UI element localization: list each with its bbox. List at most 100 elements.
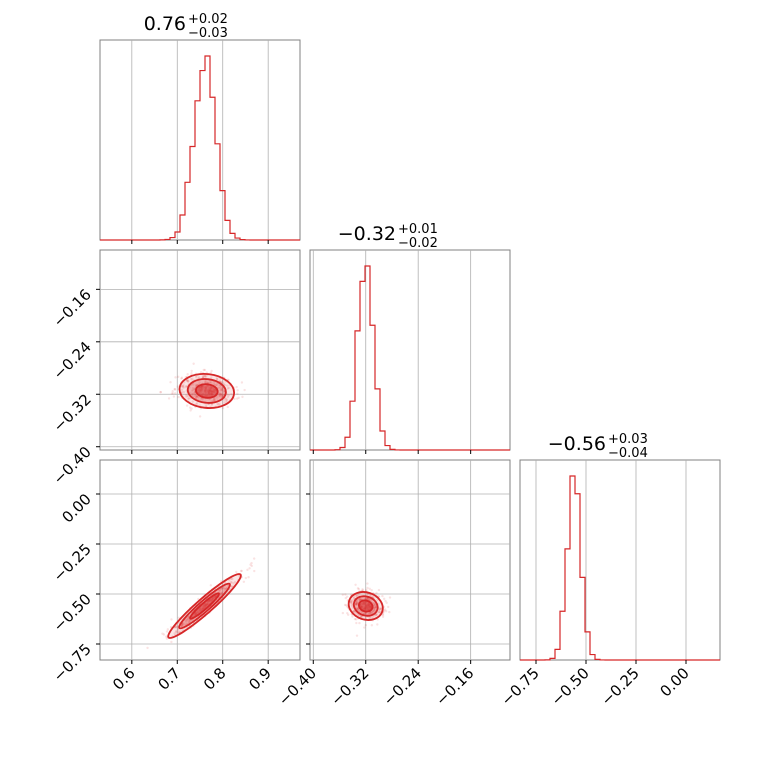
sample-point <box>375 613 379 616</box>
sample-point <box>221 381 224 384</box>
sample-point <box>170 640 173 644</box>
sample-point <box>184 620 187 624</box>
sample-point <box>201 398 204 401</box>
title-upper-1: +0.01 <box>398 222 438 237</box>
sample-point <box>202 368 205 372</box>
sample-point <box>353 610 357 614</box>
sample-point <box>381 615 385 618</box>
sample-point <box>221 406 225 410</box>
sample-point <box>354 601 358 604</box>
sample-point <box>194 392 197 396</box>
sample-point <box>191 400 194 403</box>
sample-point <box>354 603 358 607</box>
sample-point <box>368 598 371 601</box>
sample-point <box>373 606 376 610</box>
sample-point <box>360 615 363 618</box>
sample-point <box>162 633 166 636</box>
sample-point <box>384 599 387 603</box>
sample-point <box>195 376 198 379</box>
sample-point <box>174 630 178 633</box>
sample-point <box>218 402 221 405</box>
sample-point <box>355 601 359 604</box>
sample-point <box>373 603 376 607</box>
sample-point <box>358 621 361 625</box>
sample-point <box>227 386 231 390</box>
sample-point <box>204 380 207 384</box>
hist-frame-1 <box>309 249 511 451</box>
title-lower-2: −0.04 <box>608 446 648 461</box>
sample-point <box>191 377 194 381</box>
sample-point <box>215 377 219 380</box>
sample-point <box>226 384 229 387</box>
sample-point <box>350 598 354 602</box>
sample-point <box>170 618 173 621</box>
sample-point <box>354 618 358 621</box>
sample-point <box>183 623 186 626</box>
sample-point <box>350 600 354 604</box>
sample-point <box>184 384 188 388</box>
sample-point <box>187 397 190 401</box>
sample-point <box>226 405 229 409</box>
sample-point <box>356 602 359 606</box>
sample-point <box>368 616 371 620</box>
sample-point <box>195 394 199 398</box>
sample-point <box>146 646 149 650</box>
sample-point <box>236 392 239 396</box>
sample-point <box>220 592 224 595</box>
sample-point <box>366 597 369 601</box>
sample-point <box>375 591 378 595</box>
sample-point <box>188 619 192 622</box>
sample-point <box>373 609 376 612</box>
sample-point <box>350 603 353 606</box>
sample-point <box>222 390 226 393</box>
sample-point <box>189 391 192 394</box>
sample-point <box>208 380 212 384</box>
x-tick-label: −0.50 <box>548 664 593 709</box>
sample-point <box>223 401 226 404</box>
sample-point <box>215 383 218 387</box>
sample-point <box>387 605 390 609</box>
sample-point <box>246 568 249 572</box>
sample-point <box>192 395 195 398</box>
sample-point <box>248 567 251 570</box>
sample-point <box>230 581 233 584</box>
sample-point <box>358 614 361 617</box>
panel-frame-0-1 <box>99 249 301 451</box>
sample-point <box>361 588 364 591</box>
x-tick-label: −0.16 <box>432 664 477 709</box>
x-tick-label: −0.25 <box>598 664 643 709</box>
sample-point <box>174 376 177 379</box>
sample-point <box>176 630 179 634</box>
sample-point <box>185 395 188 398</box>
sample-point <box>364 623 367 627</box>
sample-point <box>230 585 233 588</box>
sample-point <box>186 394 190 398</box>
sample-point <box>355 603 358 606</box>
sample-point <box>373 606 377 609</box>
sample-point <box>187 397 190 400</box>
sample-point <box>225 399 228 403</box>
sample-point <box>174 631 178 634</box>
sample-point <box>194 396 198 399</box>
histogram-1 <box>310 265 510 451</box>
sample-point <box>198 381 201 384</box>
y-tick-label: −0.32 <box>50 390 95 435</box>
sample-point <box>209 584 213 587</box>
histogram-2 <box>520 475 720 661</box>
sample-point <box>356 607 360 610</box>
sample-point <box>199 371 203 374</box>
sample-point <box>219 588 222 591</box>
sample-point <box>180 376 184 379</box>
sample-point <box>218 392 222 396</box>
sample-point <box>252 557 256 560</box>
sample-point <box>172 395 176 398</box>
sample-point <box>221 592 224 595</box>
sample-point <box>210 403 214 406</box>
sample-point <box>350 601 353 605</box>
sample-point <box>372 602 376 605</box>
sample-point <box>165 635 168 638</box>
sample-point <box>190 407 193 410</box>
sample-point <box>352 609 355 613</box>
sample-point <box>210 376 213 379</box>
sample-point <box>192 383 195 386</box>
